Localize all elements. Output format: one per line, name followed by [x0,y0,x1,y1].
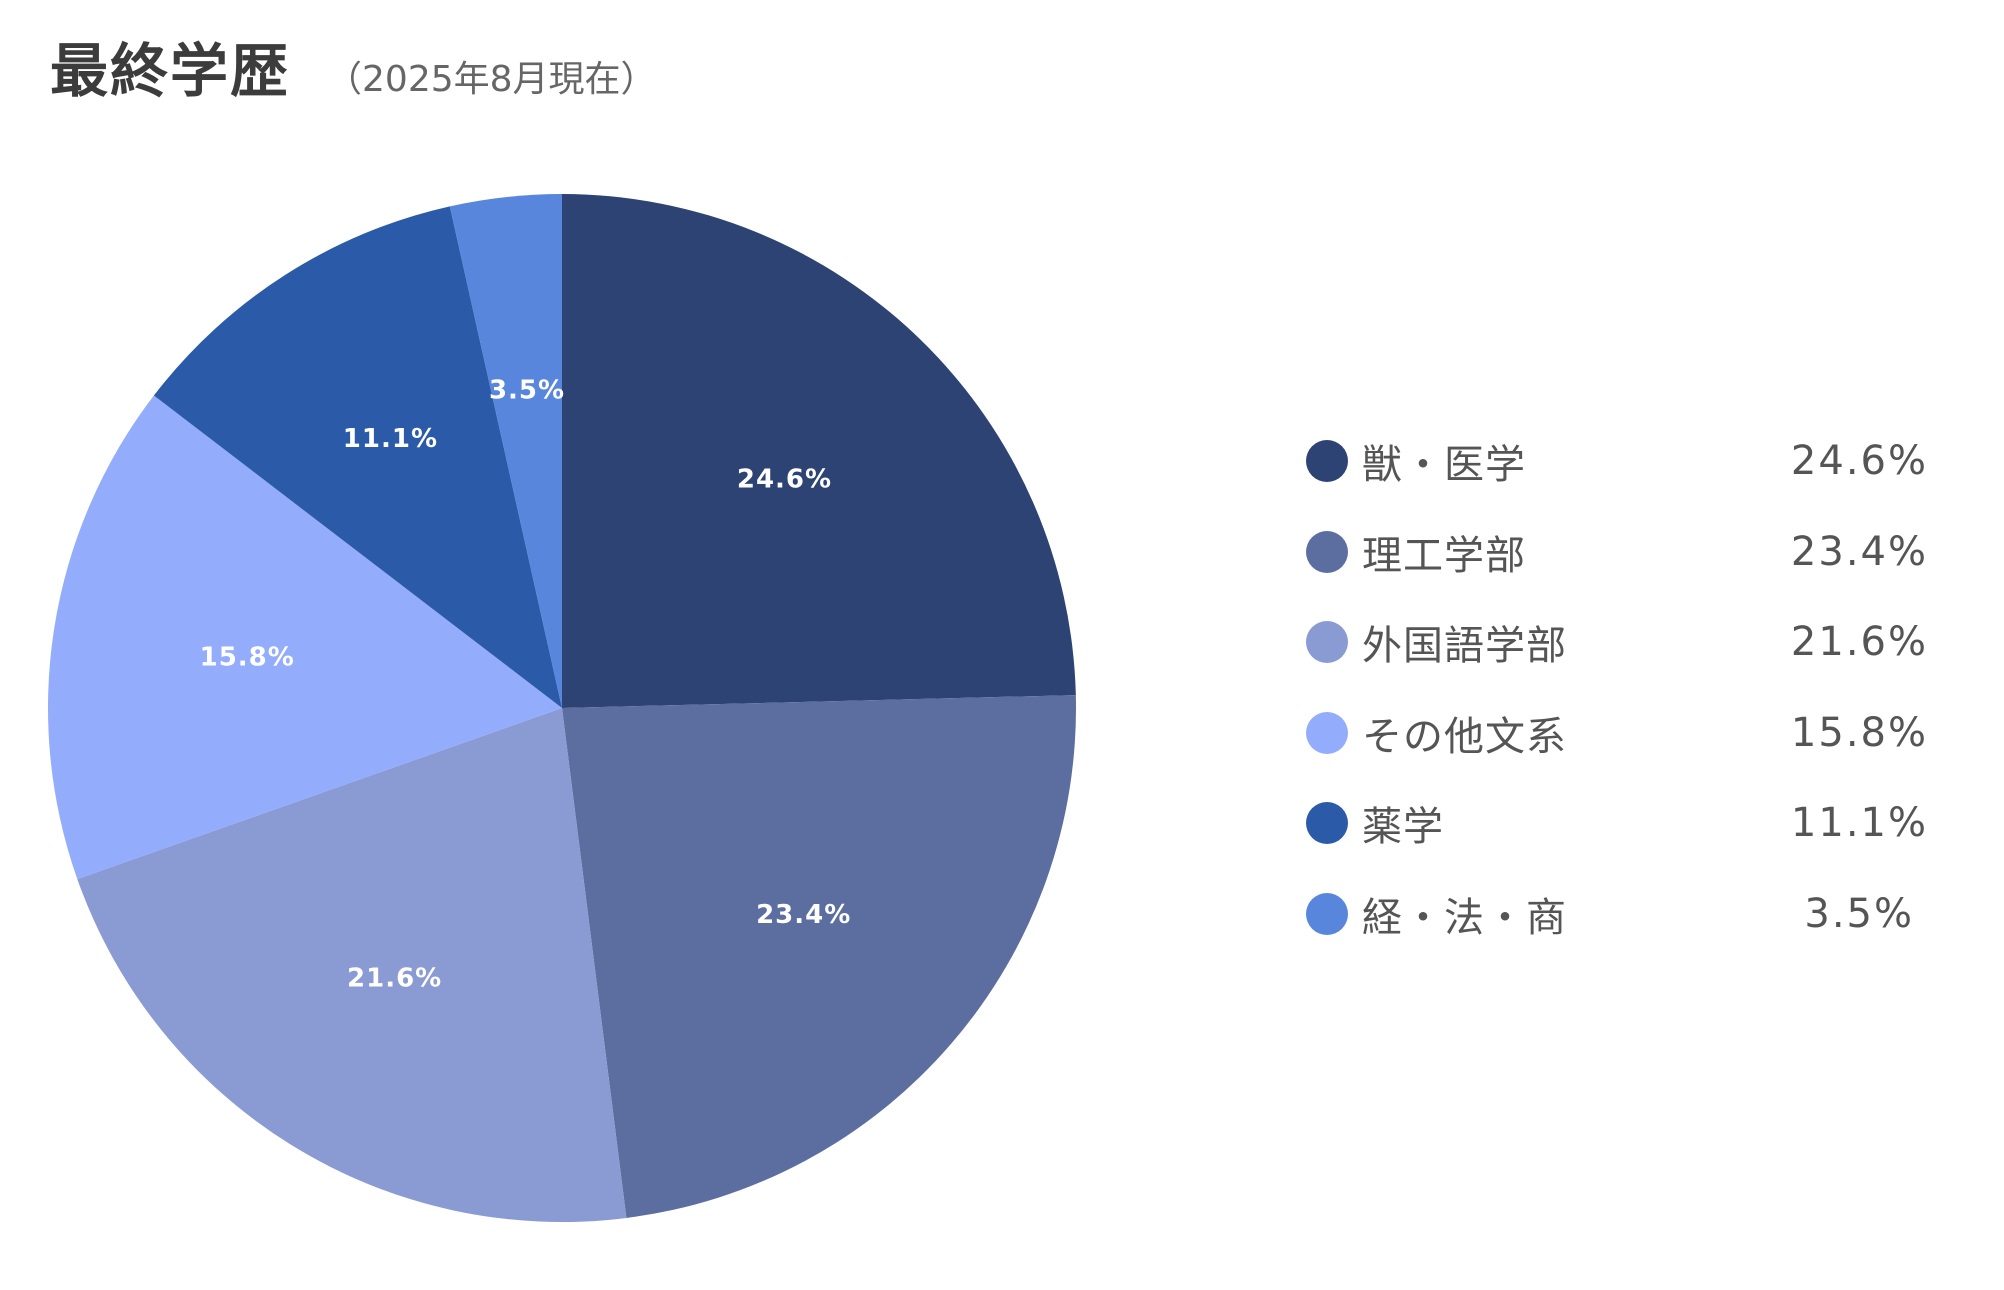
chart-subtitle: （2025年8月現在） [326,59,657,100]
legend-item: 経・法・商 3.5% [1306,869,1946,960]
pie-slice-3 [47,395,563,880]
legend-item: 薬学 11.1% [1306,778,1946,869]
pie-slice-4 [153,206,562,708]
pie-chart: 24.6% 23.4% 21.6% 15.8% 11.1% 3.5% [47,194,1077,1223]
chart-title: 最終学歴 [50,37,291,105]
legend-value: 23.4% [1790,528,1928,575]
legend-label: 外国語学部 [1362,623,1567,670]
legend-item: その他文系 15.8% [1306,688,1946,779]
slice-data-label-1: 23.4% [756,900,851,930]
legend-value: 3.5% [1804,890,1914,937]
legend-item: 獣・医学 24.6% [1306,416,1946,507]
slice-data-label-5: 3.5% [489,376,565,406]
pie-slice-2 [77,708,627,1223]
slice-data-label-0: 24.6% [737,464,832,494]
legend-label: 経・法・商 [1362,894,1567,941]
legend-value: 15.8% [1790,709,1928,756]
legend-label: その他文系 [1362,713,1567,760]
legend-swatch [1306,530,1348,573]
pie-slice-1 [562,695,1077,1218]
legend-swatch [1306,440,1348,483]
legend-swatch [1306,892,1348,935]
legend-item: 理工学部 23.4% [1306,507,1946,598]
slice-data-label-4: 11.1% [343,424,438,454]
legend-value: 21.6% [1790,619,1928,666]
legend-item: 外国語学部 21.6% [1306,597,1946,688]
legend-value: 24.6% [1790,438,1928,485]
legend-label: 薬学 [1362,804,1444,851]
legend-swatch [1306,802,1348,845]
pie-slice-5 [449,194,562,708]
legend-label: 獣・医学 [1362,442,1526,489]
legend-label: 理工学部 [1362,532,1526,579]
legend-swatch [1306,621,1348,664]
legend-value: 11.1% [1790,800,1928,847]
chart-title-row: 最終学歴 （2025年8月現在） [50,24,657,124]
slice-data-label-3: 15.8% [200,643,295,673]
slice-data-label-2: 21.6% [347,964,442,994]
legend-swatch [1306,711,1348,754]
chart-legend: 獣・医学 24.6% 理工学部 23.4% 外国語学部 21.6% その他文系 15.8% 薬学… [1306,416,1946,959]
pie-slice-0 [562,194,1076,708]
